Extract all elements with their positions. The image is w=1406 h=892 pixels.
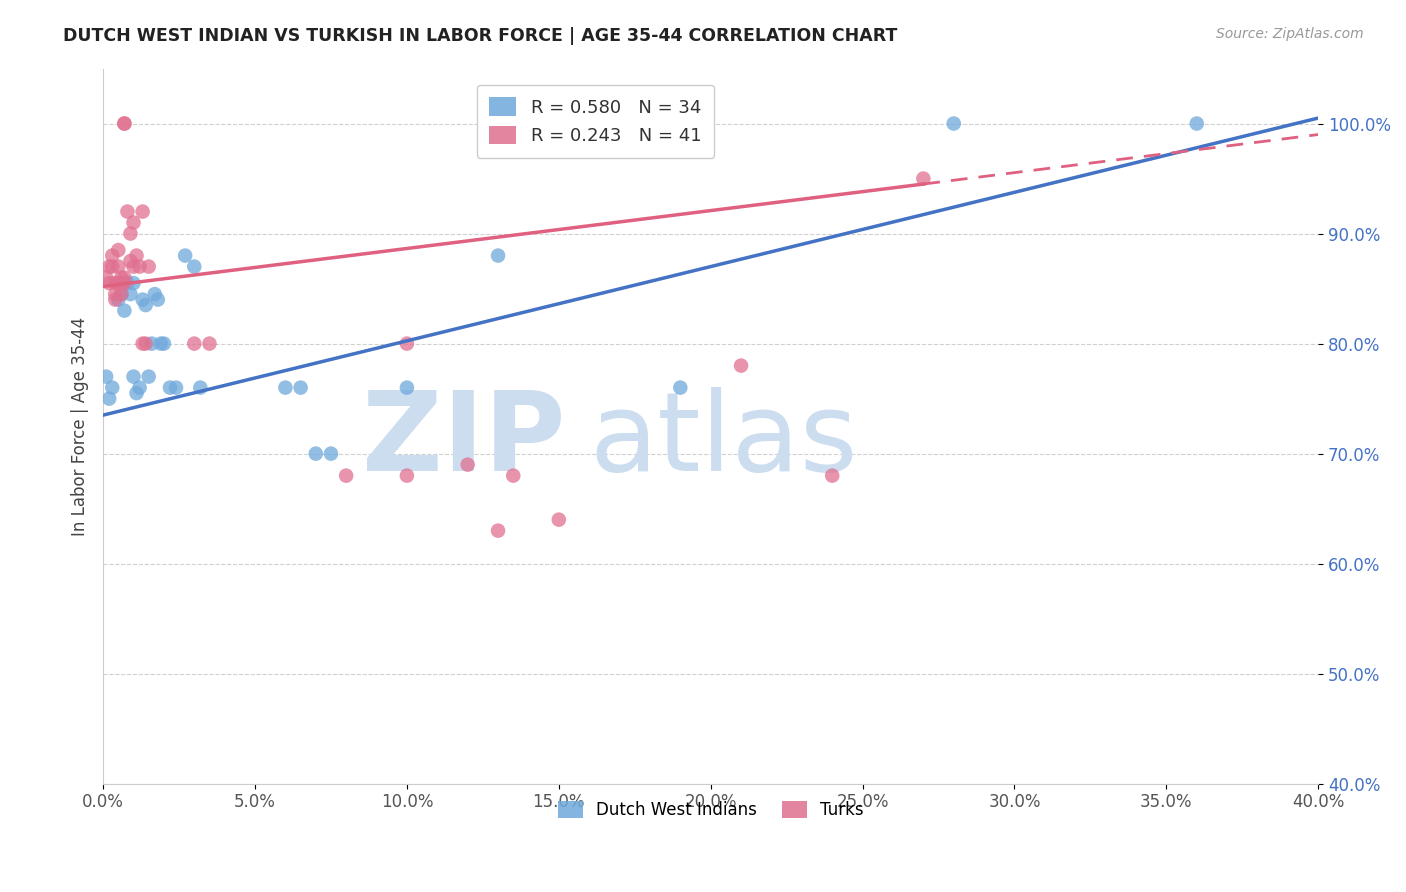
Point bbox=[305, 447, 328, 461]
Point bbox=[149, 336, 172, 351]
Text: Source: ZipAtlas.com: Source: ZipAtlas.com bbox=[1216, 27, 1364, 41]
Point bbox=[138, 260, 160, 274]
Point bbox=[107, 260, 129, 274]
Point bbox=[395, 468, 418, 483]
Point bbox=[120, 227, 142, 241]
Point bbox=[730, 359, 752, 373]
Point bbox=[486, 524, 509, 538]
Point bbox=[153, 336, 176, 351]
Point bbox=[101, 260, 124, 274]
Point bbox=[138, 369, 160, 384]
Point bbox=[98, 392, 121, 406]
Point bbox=[96, 369, 118, 384]
Point bbox=[96, 270, 118, 285]
Point bbox=[122, 276, 145, 290]
Point bbox=[146, 293, 169, 307]
Point bbox=[101, 249, 124, 263]
Point bbox=[395, 381, 418, 395]
Point bbox=[1185, 116, 1208, 130]
Point bbox=[125, 386, 148, 401]
Point bbox=[117, 276, 139, 290]
Point bbox=[131, 204, 153, 219]
Point bbox=[122, 216, 145, 230]
Point bbox=[669, 381, 692, 395]
Point bbox=[107, 276, 129, 290]
Point bbox=[183, 336, 205, 351]
Point bbox=[98, 276, 121, 290]
Point bbox=[547, 513, 569, 527]
Point bbox=[125, 249, 148, 263]
Point bbox=[128, 260, 150, 274]
Point bbox=[122, 369, 145, 384]
Point bbox=[104, 276, 127, 290]
Point bbox=[335, 468, 357, 483]
Point bbox=[110, 287, 132, 301]
Point bbox=[188, 381, 211, 395]
Point bbox=[486, 249, 509, 263]
Point bbox=[110, 287, 132, 301]
Point bbox=[143, 287, 166, 301]
Point bbox=[112, 270, 135, 285]
Point bbox=[198, 336, 221, 351]
Point bbox=[912, 171, 935, 186]
Point bbox=[821, 468, 844, 483]
Point bbox=[457, 458, 479, 472]
Point bbox=[165, 381, 187, 395]
Point bbox=[110, 276, 132, 290]
Point bbox=[274, 381, 297, 395]
Point bbox=[131, 336, 153, 351]
Point bbox=[120, 287, 142, 301]
Y-axis label: In Labor Force | Age 35-44: In Labor Force | Age 35-44 bbox=[72, 317, 89, 536]
Point bbox=[942, 116, 965, 130]
Point bbox=[110, 270, 132, 285]
Point bbox=[112, 303, 135, 318]
Point bbox=[131, 293, 153, 307]
Point bbox=[112, 116, 135, 130]
Point bbox=[117, 204, 139, 219]
Point bbox=[122, 260, 145, 274]
Point bbox=[104, 287, 127, 301]
Point bbox=[112, 276, 135, 290]
Text: atlas: atlas bbox=[589, 387, 858, 494]
Point bbox=[141, 336, 163, 351]
Point bbox=[183, 260, 205, 274]
Point bbox=[107, 243, 129, 257]
Point bbox=[290, 381, 312, 395]
Point bbox=[128, 381, 150, 395]
Point bbox=[135, 298, 157, 312]
Point bbox=[319, 447, 342, 461]
Point bbox=[159, 381, 181, 395]
Point bbox=[135, 336, 157, 351]
Point bbox=[120, 254, 142, 268]
Point bbox=[502, 468, 524, 483]
Point bbox=[107, 293, 129, 307]
Point bbox=[104, 293, 127, 307]
Text: ZIP: ZIP bbox=[361, 387, 565, 494]
Point bbox=[174, 249, 197, 263]
Text: DUTCH WEST INDIAN VS TURKISH IN LABOR FORCE | AGE 35-44 CORRELATION CHART: DUTCH WEST INDIAN VS TURKISH IN LABOR FO… bbox=[63, 27, 897, 45]
Point bbox=[98, 260, 121, 274]
Legend: Dutch West Indians, Turks: Dutch West Indians, Turks bbox=[551, 794, 870, 825]
Point bbox=[112, 116, 135, 130]
Point bbox=[395, 336, 418, 351]
Point bbox=[101, 381, 124, 395]
